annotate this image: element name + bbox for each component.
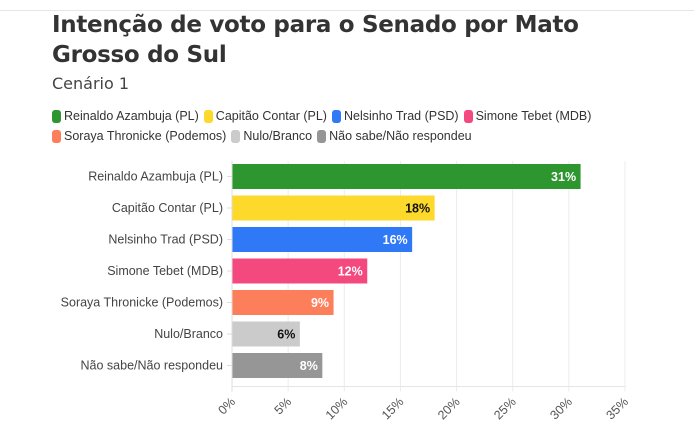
legend-item[interactable]: Capitão Contar (PL) [203, 108, 327, 125]
x-tick-label: 35% [604, 395, 632, 423]
category-label: Nelsinho Trad (PSD) [108, 233, 223, 247]
x-tick-label: 0% [215, 395, 238, 418]
chart-title: Intenção de voto para o Senado por Mato … [52, 12, 579, 68]
top-divider [0, 10, 694, 11]
category-label: Capitão Contar (PL) [112, 201, 223, 215]
bar [232, 164, 581, 189]
value-label: 16% [383, 233, 408, 247]
legend-item[interactable]: Simone Tebet (MDB) [463, 108, 592, 125]
x-tick-label: 5% [272, 395, 295, 418]
value-label: 8% [300, 359, 318, 373]
bar [232, 195, 435, 221]
value-label: 6% [277, 328, 295, 342]
legend-swatch [203, 110, 213, 123]
legend-swatch [52, 130, 61, 143]
value-label: 9% [311, 296, 329, 310]
legend-item[interactable]: Reinaldo Azambuja (PL) [52, 108, 199, 125]
chart-subtitle: Cenário 1 [52, 74, 130, 93]
legend-item[interactable]: Nelsinho Trad (PSD) [331, 108, 459, 125]
bar [232, 321, 300, 347]
category-label: Não sabe/Não respondeu [81, 359, 224, 373]
x-tick-label: 10% [323, 395, 351, 423]
category-label: Soraya Thronicke (Podemos) [61, 296, 223, 310]
legend-label: Capitão Contar (PL) [215, 109, 327, 123]
category-label: Simone Tebet (MDB) [107, 264, 223, 278]
value-label: 31% [551, 170, 576, 184]
bar [232, 227, 413, 252]
x-tick-label: 15% [379, 395, 407, 423]
legend-label: Nelsinho Trad (PSD) [343, 109, 459, 123]
value-label: 12% [338, 265, 363, 279]
bar [232, 353, 323, 378]
legend-label: Nulo/Branco [243, 129, 313, 143]
legend-label: Reinaldo Azambuja (PL) [64, 109, 199, 123]
category-label: Nulo/Branco [154, 327, 223, 341]
legend: Reinaldo Azambuja (PL) Capitão Contar (PL… [52, 108, 652, 148]
x-tick-label: 25% [491, 395, 519, 423]
bar [232, 290, 334, 315]
x-tick-label: 20% [435, 395, 463, 423]
category-label: Reinaldo Azambuja (PL) [88, 170, 223, 184]
legend-label: Simone Tebet (MDB) [475, 109, 592, 123]
bar [232, 258, 368, 284]
legend-swatch [231, 130, 241, 143]
legend-swatch [463, 110, 473, 123]
legend-swatch [52, 110, 61, 123]
legend-swatch [317, 130, 327, 143]
legend-item[interactable]: Nulo/Branco [231, 128, 312, 145]
legend-label: Não sabe/Não respondeu [329, 129, 472, 143]
legend-item[interactable]: Soraya Thronicke (Podemos) [52, 128, 226, 145]
value-label: 18% [405, 202, 430, 216]
legend-swatch [331, 110, 341, 123]
legend-item[interactable]: Não sabe/Não respondeu [317, 128, 472, 145]
legend-label: Soraya Thronicke (Podemos) [64, 129, 227, 143]
x-tick-label: 30% [547, 395, 575, 423]
